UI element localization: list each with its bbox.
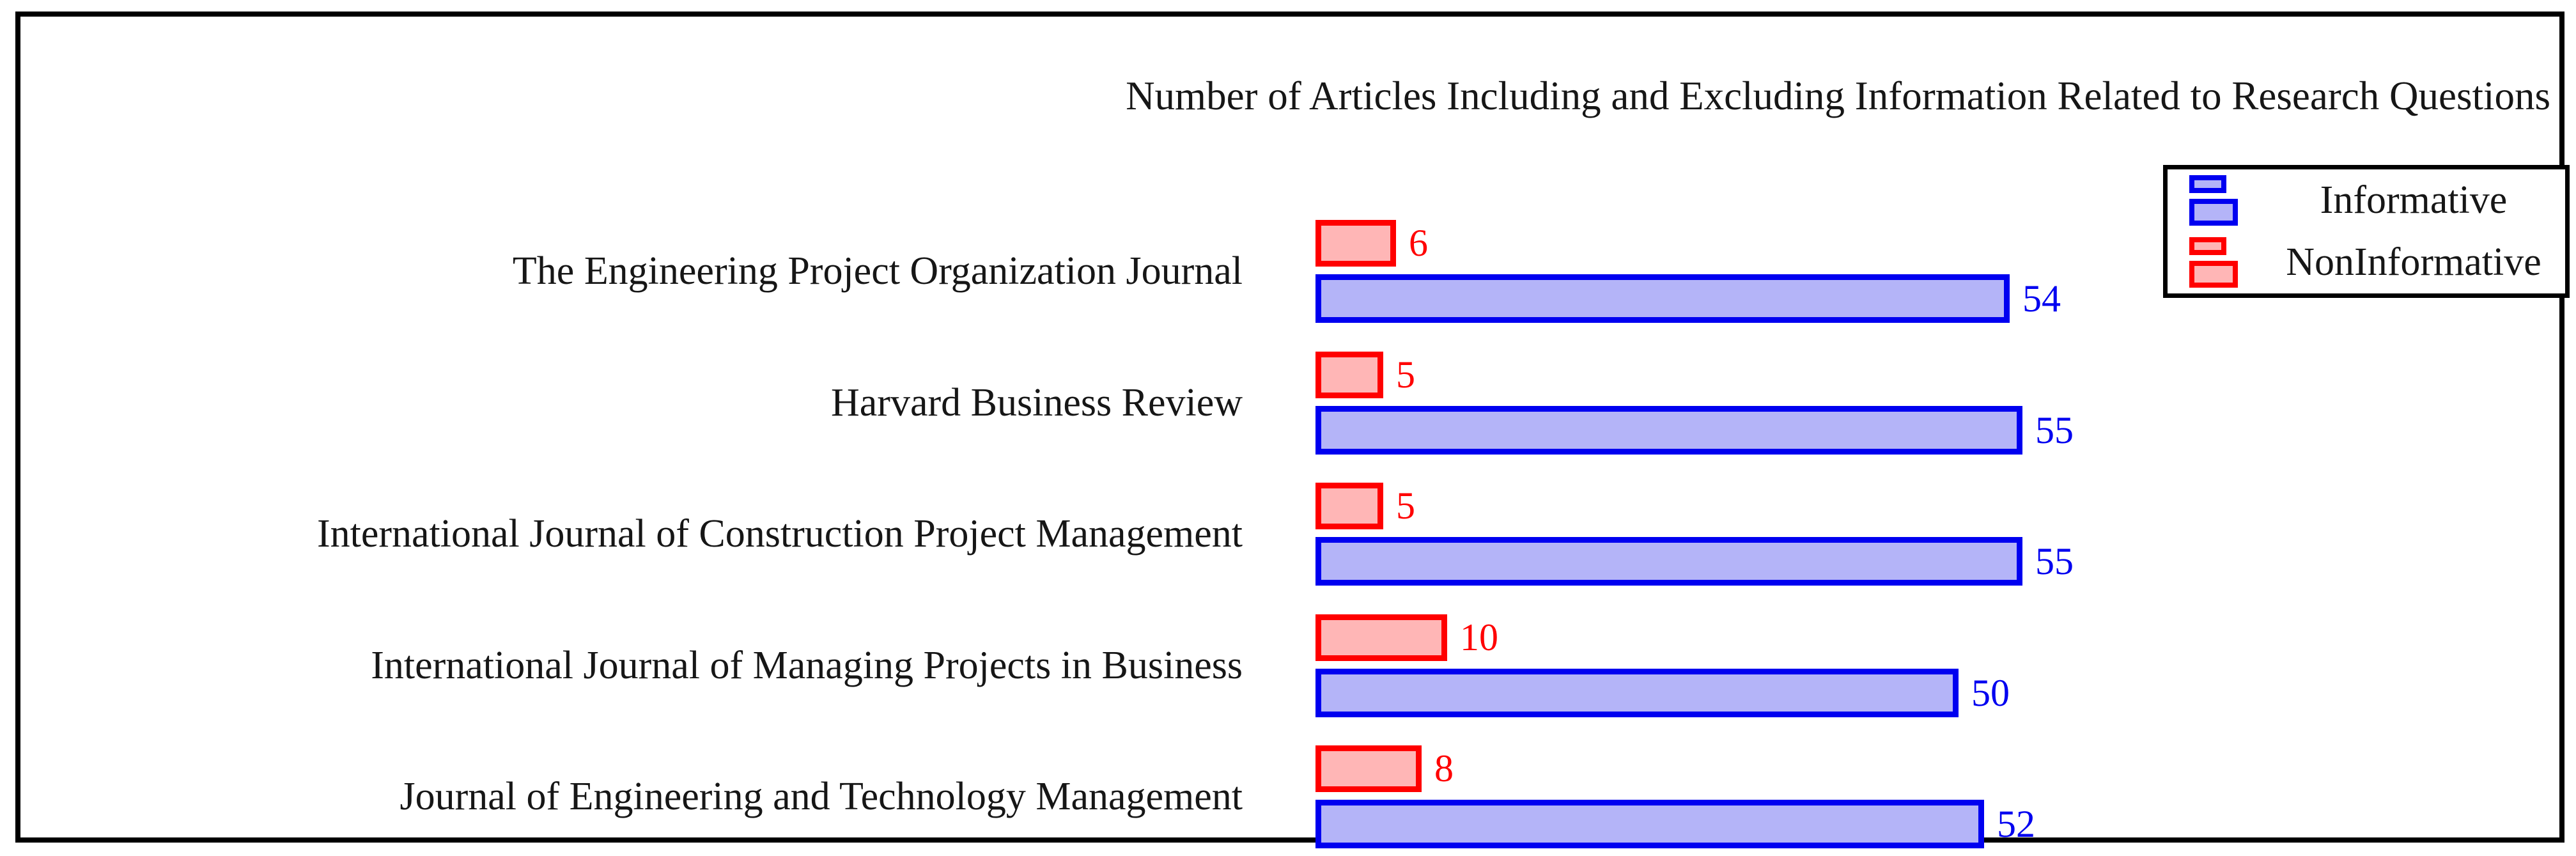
chart-title: Number of Articles Including and Excludi… — [1126, 74, 2550, 118]
noninformative-bar — [1315, 614, 1447, 661]
noninformative-value-label: 5 — [1396, 354, 1415, 396]
noninformative-bar — [1315, 220, 1396, 267]
informative-bar — [1315, 406, 2022, 455]
informative-bar — [1315, 537, 2022, 586]
noninformative-bar — [1315, 352, 1383, 398]
informative-value-label: 52 — [1997, 802, 2035, 845]
noninformative-bar — [1315, 483, 1383, 529]
informative-value-label: 50 — [1971, 671, 2010, 714]
informative-bar — [1315, 669, 1959, 717]
informative-value-label: 54 — [2022, 277, 2061, 320]
legend: Informative NonInformative — [2163, 165, 2570, 298]
informative-value-label: 55 — [2035, 409, 2074, 451]
informative-value-label: 55 — [2035, 540, 2074, 582]
legend-entry-noninformative: NonInformative — [2168, 231, 2565, 293]
noninformative-swatch-large — [2189, 261, 2238, 288]
category-label: The Engineering Project Organization Jou… — [512, 249, 1243, 293]
category-label: International Journal of Construction Pr… — [316, 512, 1243, 556]
chart-frame: Number of Articles Including and Excludi… — [15, 12, 2570, 848]
noninformative-value-label: 6 — [1409, 222, 1428, 264]
noninformative-value-label: 5 — [1396, 485, 1415, 527]
noninformative-value-label: 8 — [1434, 747, 1454, 790]
legend-entry-informative: Informative — [2168, 169, 2565, 231]
legend-label-noninformative: NonInformative — [2286, 240, 2541, 284]
noninformative-bar — [1315, 745, 1422, 792]
category-label: International Journal of Managing Projec… — [371, 644, 1243, 687]
informative-swatch-large — [2189, 199, 2238, 226]
noninformative-bar-icon — [2168, 237, 2262, 288]
informative-swatch-small — [2189, 175, 2226, 193]
informative-bar — [1315, 800, 1984, 848]
noninformative-value-label: 10 — [1460, 616, 1498, 658]
noninformative-swatch-small — [2189, 237, 2226, 255]
category-label: Journal of Engineering and Technology Ma… — [400, 775, 1243, 818]
category-label: Harvard Business Review — [831, 381, 1243, 424]
informative-bar — [1315, 274, 2010, 323]
informative-bar-icon — [2168, 175, 2262, 226]
legend-label-informative: Informative — [2320, 178, 2508, 222]
